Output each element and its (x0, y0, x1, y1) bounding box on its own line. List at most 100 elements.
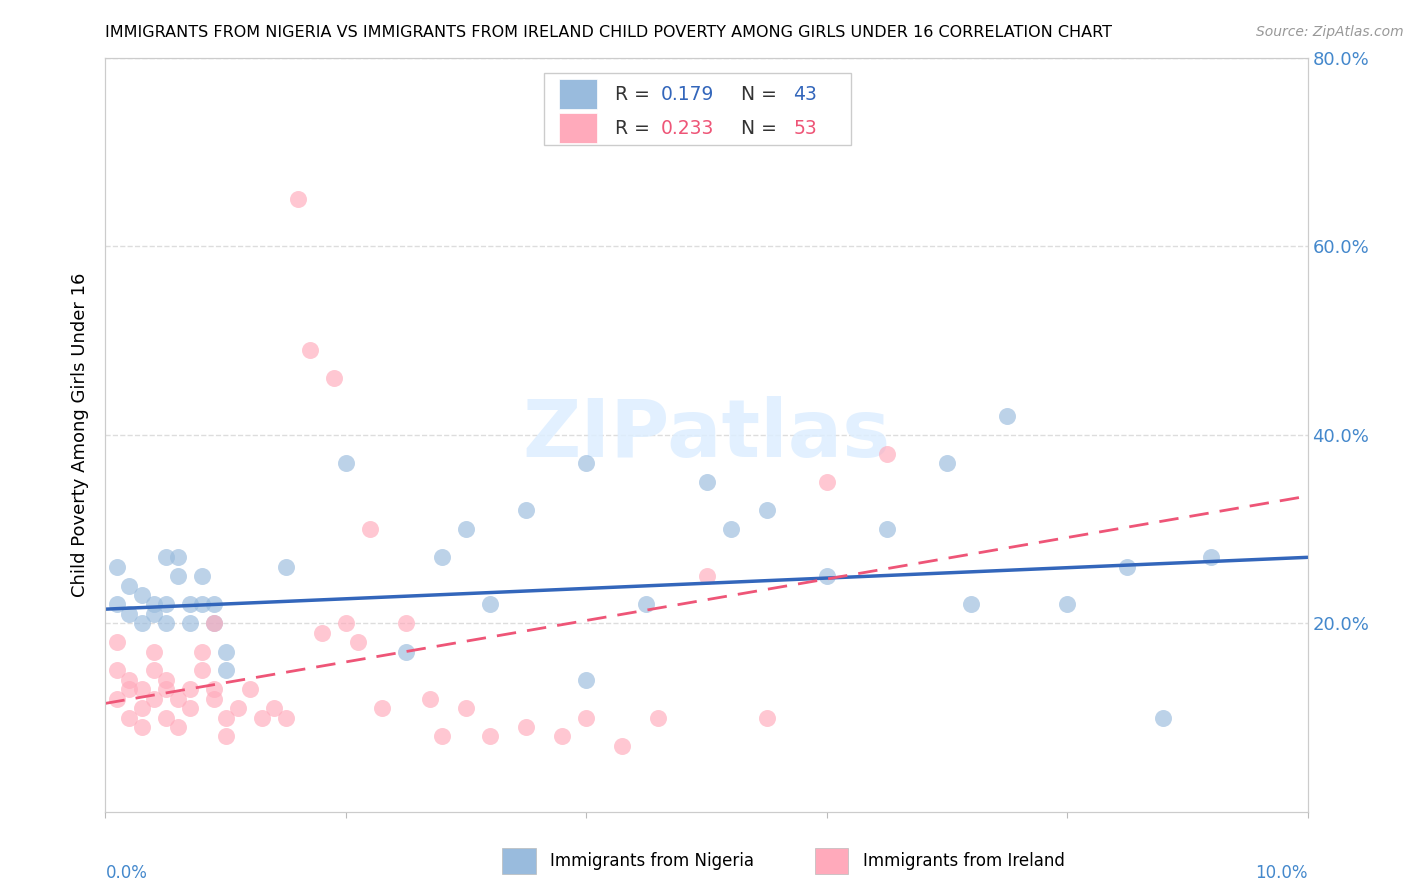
Point (250, 710, 273, 724)
Point (190, 598, 212, 612)
Point (298, 343, 321, 357)
Point (515, 720, 537, 734)
Bar (558, 113, 598, 143)
Text: 43: 43 (793, 85, 817, 103)
Point (575, 673, 598, 687)
Point (131, 588, 153, 602)
Point (118, 682, 141, 697)
Text: 0.233: 0.233 (661, 119, 714, 137)
Point (107, 598, 129, 612)
Point (322, 371, 344, 385)
Point (214, 730, 236, 744)
Point (720, 522, 742, 536)
Text: N =: N = (730, 119, 783, 137)
Point (371, 701, 394, 715)
Point (155, 682, 177, 697)
Point (430, 730, 453, 744)
Point (395, 644, 418, 658)
Point (1056, 598, 1078, 612)
Point (287, 192, 309, 206)
Point (166, 720, 188, 734)
Point (815, 569, 838, 583)
FancyBboxPatch shape (544, 73, 851, 145)
Point (142, 607, 165, 621)
Point (190, 664, 212, 678)
Text: N =: N = (730, 85, 783, 103)
Point (395, 616, 418, 631)
Point (155, 616, 177, 631)
Point (430, 550, 453, 565)
Point (155, 598, 177, 612)
Point (755, 710, 778, 724)
Point (995, 409, 1018, 423)
Text: Immigrants from Nigeria: Immigrants from Nigeria (550, 852, 754, 870)
Point (118, 673, 141, 687)
Point (454, 522, 477, 536)
Point (575, 710, 598, 724)
Point (131, 616, 153, 631)
Point (647, 710, 669, 724)
Point (612, 739, 634, 753)
Bar (814, 847, 848, 874)
Point (107, 691, 129, 706)
Point (202, 598, 225, 612)
Point (179, 682, 201, 697)
Point (755, 503, 778, 517)
Text: Immigrants from Ireland: Immigrants from Ireland (863, 852, 1064, 870)
Text: 53: 53 (793, 119, 817, 137)
Point (696, 475, 718, 489)
Bar (558, 79, 598, 109)
Point (274, 710, 297, 724)
Point (202, 616, 225, 631)
Point (515, 503, 537, 517)
Text: 0.179: 0.179 (661, 85, 714, 103)
Point (166, 550, 188, 565)
Text: IMMIGRANTS FROM NIGERIA VS IMMIGRANTS FROM IRELAND CHILD POVERTY AMONG GIRLS UND: IMMIGRANTS FROM NIGERIA VS IMMIGRANTS FR… (105, 25, 1112, 40)
Point (107, 635, 129, 649)
Point (575, 456, 598, 470)
Point (214, 664, 236, 678)
Point (876, 522, 898, 536)
Point (179, 616, 201, 631)
Point (190, 644, 212, 658)
Point (155, 550, 177, 565)
Point (214, 710, 236, 724)
Point (876, 447, 898, 461)
Point (118, 579, 141, 593)
Text: R =: R = (616, 119, 657, 137)
Text: R =: R = (616, 85, 657, 103)
Point (335, 616, 357, 631)
Point (311, 625, 333, 640)
Point (166, 569, 188, 583)
Text: 10.0%: 10.0% (1256, 864, 1308, 882)
Point (142, 691, 165, 706)
Point (142, 598, 165, 612)
Point (155, 673, 177, 687)
Text: ZIPatlas: ZIPatlas (523, 396, 890, 474)
Point (239, 682, 262, 697)
Bar (502, 847, 536, 874)
Point (335, 456, 357, 470)
Point (131, 682, 153, 697)
Point (155, 710, 177, 724)
Point (166, 691, 188, 706)
Text: Source: ZipAtlas.com: Source: ZipAtlas.com (1256, 25, 1403, 39)
Point (479, 598, 502, 612)
Point (1201, 550, 1223, 565)
Point (107, 559, 129, 574)
Point (274, 559, 297, 574)
Point (226, 701, 249, 715)
Point (551, 730, 574, 744)
Point (636, 598, 658, 612)
Point (479, 730, 502, 744)
Point (696, 569, 718, 583)
Point (179, 598, 201, 612)
Point (936, 456, 959, 470)
Point (359, 522, 381, 536)
Point (202, 682, 225, 697)
Point (263, 701, 285, 715)
Point (142, 644, 165, 658)
Point (347, 635, 370, 649)
Point (419, 691, 441, 706)
Point (202, 691, 225, 706)
